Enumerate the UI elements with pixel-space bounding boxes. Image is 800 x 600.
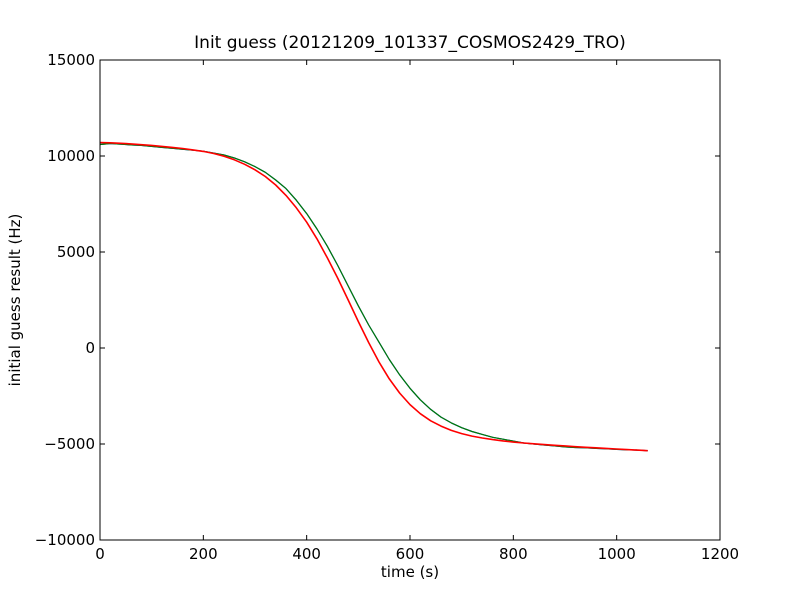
x-tick-label: 200 [189, 545, 218, 563]
y-axis-ticks: −10000 −5000 0 5000 10000 15000 [35, 51, 720, 549]
x-tick-label: 600 [396, 545, 425, 563]
x-tick-label: 0 [95, 545, 105, 563]
y-tick-label: 5000 [57, 243, 95, 261]
x-tick-label: 400 [292, 545, 321, 563]
series-layer [99, 141, 648, 452]
chart-title: Init guess (20121209_101337_COSMOS2429_T… [194, 33, 626, 53]
y-tick-label: 0 [85, 339, 95, 357]
x-tick-label: 1000 [598, 545, 636, 563]
y-tick-label: −5000 [44, 435, 95, 453]
x-tick-label: 800 [499, 545, 528, 563]
series-line-fit [99, 141, 648, 452]
y-tick-label: −10000 [35, 531, 95, 549]
y-tick-label: 15000 [47, 51, 95, 69]
x-tick-label: 1200 [701, 545, 739, 563]
x-axis-ticks: 0 200 400 600 800 1000 1200 [95, 60, 739, 563]
x-axis-label: time (s) [381, 563, 439, 581]
y-axis-label: initial guess result (Hz) [6, 214, 24, 387]
y-tick-label: 10000 [47, 147, 95, 165]
